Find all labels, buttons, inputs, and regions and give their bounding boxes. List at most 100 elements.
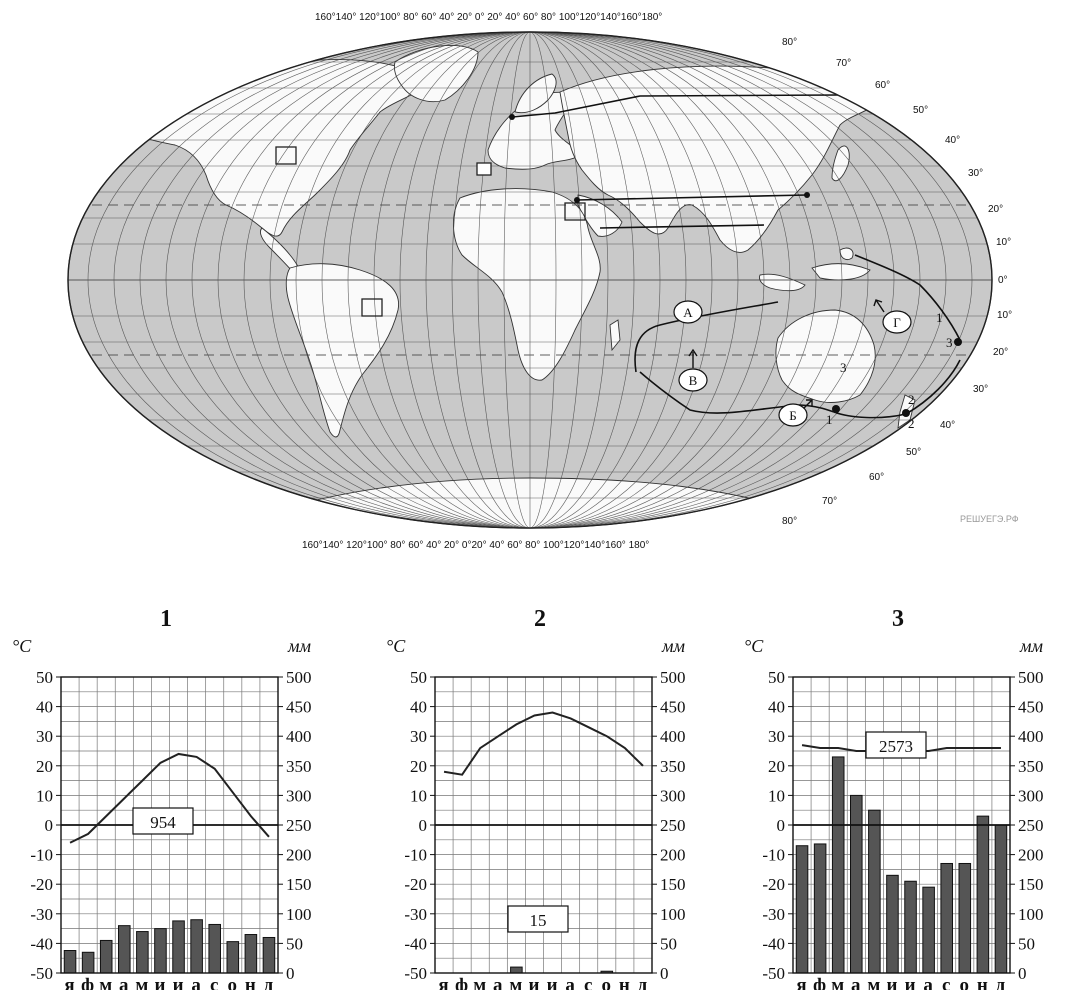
latitude-labels: 80° 70° 60° 50° 40° 30° 20° 10° 0° 10° 2… [782, 37, 1012, 527]
month-label: н [245, 975, 257, 990]
left-tick-label: -20 [30, 875, 53, 894]
left-tick-label: -30 [30, 905, 53, 924]
label-a: А [683, 305, 693, 320]
route-europe-kamchatka [511, 94, 839, 118]
precipitation-bar [886, 874, 899, 974]
right-tick-label: 400 [1018, 727, 1044, 746]
left-tick-label: 20 [768, 757, 785, 776]
precipitation-bar [813, 843, 827, 974]
left-tick-label: 40 [36, 698, 53, 717]
month-label: и [547, 975, 559, 990]
left-tick-label: -10 [762, 846, 785, 865]
grid [792, 676, 1011, 974]
temperature-line [443, 711, 644, 776]
right-tick-label: 200 [286, 846, 312, 865]
svg-text:70°: 70° [822, 496, 837, 507]
precipitation-bar [118, 925, 131, 974]
precipitation-unit: мм [661, 636, 685, 656]
svg-text:50°: 50° [913, 105, 928, 116]
right-tick-label: 50 [1018, 934, 1035, 953]
point-number-1: 1 [826, 412, 833, 427]
right-tick-label: 250 [1018, 816, 1044, 835]
precipitation-bar [63, 950, 77, 974]
month-label: я [438, 975, 449, 990]
precipitation-unit: мм [287, 636, 311, 656]
climatogram-title: 2 [534, 606, 546, 632]
month-label: м [509, 975, 523, 990]
month-label: о [228, 975, 239, 990]
japan [831, 145, 850, 182]
month-label: м [135, 975, 149, 990]
square-europe [476, 162, 492, 176]
label-v: В [689, 373, 698, 388]
month-label: ф [813, 975, 827, 990]
precipitation-bar [208, 923, 221, 974]
precipitation-bar [190, 919, 203, 974]
right-tick-label: 250 [660, 816, 686, 835]
left-tick-label: 0 [777, 816, 786, 835]
climatogram-3: 3 °C мм 50 40 30 20 10 0 -10 -20 -30 -40 -50 500 450 400… [738, 600, 1068, 990]
study-squares [275, 146, 586, 317]
right-tick-label: 350 [286, 757, 312, 776]
current-arrows [688, 299, 885, 413]
climatogram-title: 1 [160, 606, 172, 632]
current-labels: А В Б Г [673, 300, 912, 427]
svg-text:80°: 80° [782, 516, 797, 527]
month-label: а [493, 975, 504, 990]
temperature-unit: °C [744, 636, 764, 656]
svg-text:80°: 80° [782, 37, 797, 48]
right-tick-label: 200 [1018, 846, 1044, 865]
month-label: и [154, 975, 166, 990]
right-tick-label: 300 [660, 786, 686, 805]
precipitation-bar [850, 794, 863, 974]
month-label: с [210, 975, 219, 990]
right-tick-label: 500 [1018, 668, 1044, 687]
month-label: а [191, 975, 202, 990]
month-label: и [886, 975, 898, 990]
point-small-3: 3 [840, 360, 847, 375]
precipitation-bar [99, 939, 113, 974]
route-coral-sea [854, 254, 961, 341]
precipitation-bar [831, 756, 845, 974]
annual-precip-value: 954 [150, 813, 176, 832]
month-label: ф [455, 975, 469, 990]
precipitation-bar [958, 862, 972, 974]
precipitation-bar [510, 966, 523, 974]
precipitation-bar [994, 824, 1008, 974]
left-tick-label: 10 [36, 786, 53, 805]
precipitation-bar [868, 809, 881, 974]
svg-text:30°: 30° [968, 168, 983, 179]
right-tick-label: 300 [1018, 786, 1044, 805]
point-number-2: 2 [908, 416, 915, 431]
right-tick-label: 500 [286, 668, 312, 687]
right-tick-label: 300 [286, 786, 312, 805]
right-tick-label: 350 [1018, 757, 1044, 776]
longitude-labels-bottom: 160°140° 120°100° 80° 60° 40° 20° 0°20° … [302, 540, 649, 551]
month-label: я [64, 975, 75, 990]
left-tick-label: -40 [404, 934, 427, 953]
month-label: д [264, 975, 275, 990]
precipitation-bar [154, 928, 167, 974]
month-label: ф [81, 975, 95, 990]
left-tick-label: 50 [410, 668, 427, 687]
annual-precip-box [865, 731, 927, 759]
point-number-3: 3 [946, 335, 953, 350]
right-tick-label: 150 [286, 875, 312, 894]
month-label: м [99, 975, 113, 990]
svg-text:30°: 30° [973, 384, 988, 395]
month-label: д [638, 975, 649, 990]
right-tick-label: 500 [660, 668, 686, 687]
right-tick-label: 50 [286, 934, 303, 953]
graticule [68, 32, 992, 528]
month-label: а [565, 975, 576, 990]
left-tick-label: -50 [30, 964, 53, 983]
arrow-g [875, 299, 885, 313]
precipitation-bar [940, 862, 953, 974]
route-southern-ocean [639, 371, 835, 414]
land-masses [139, 44, 916, 528]
left-tick-label: 30 [768, 727, 785, 746]
month-label: и [528, 975, 540, 990]
svg-text:40°: 40° [945, 135, 960, 146]
label-g: Г [893, 315, 901, 330]
month-label: м [473, 975, 487, 990]
